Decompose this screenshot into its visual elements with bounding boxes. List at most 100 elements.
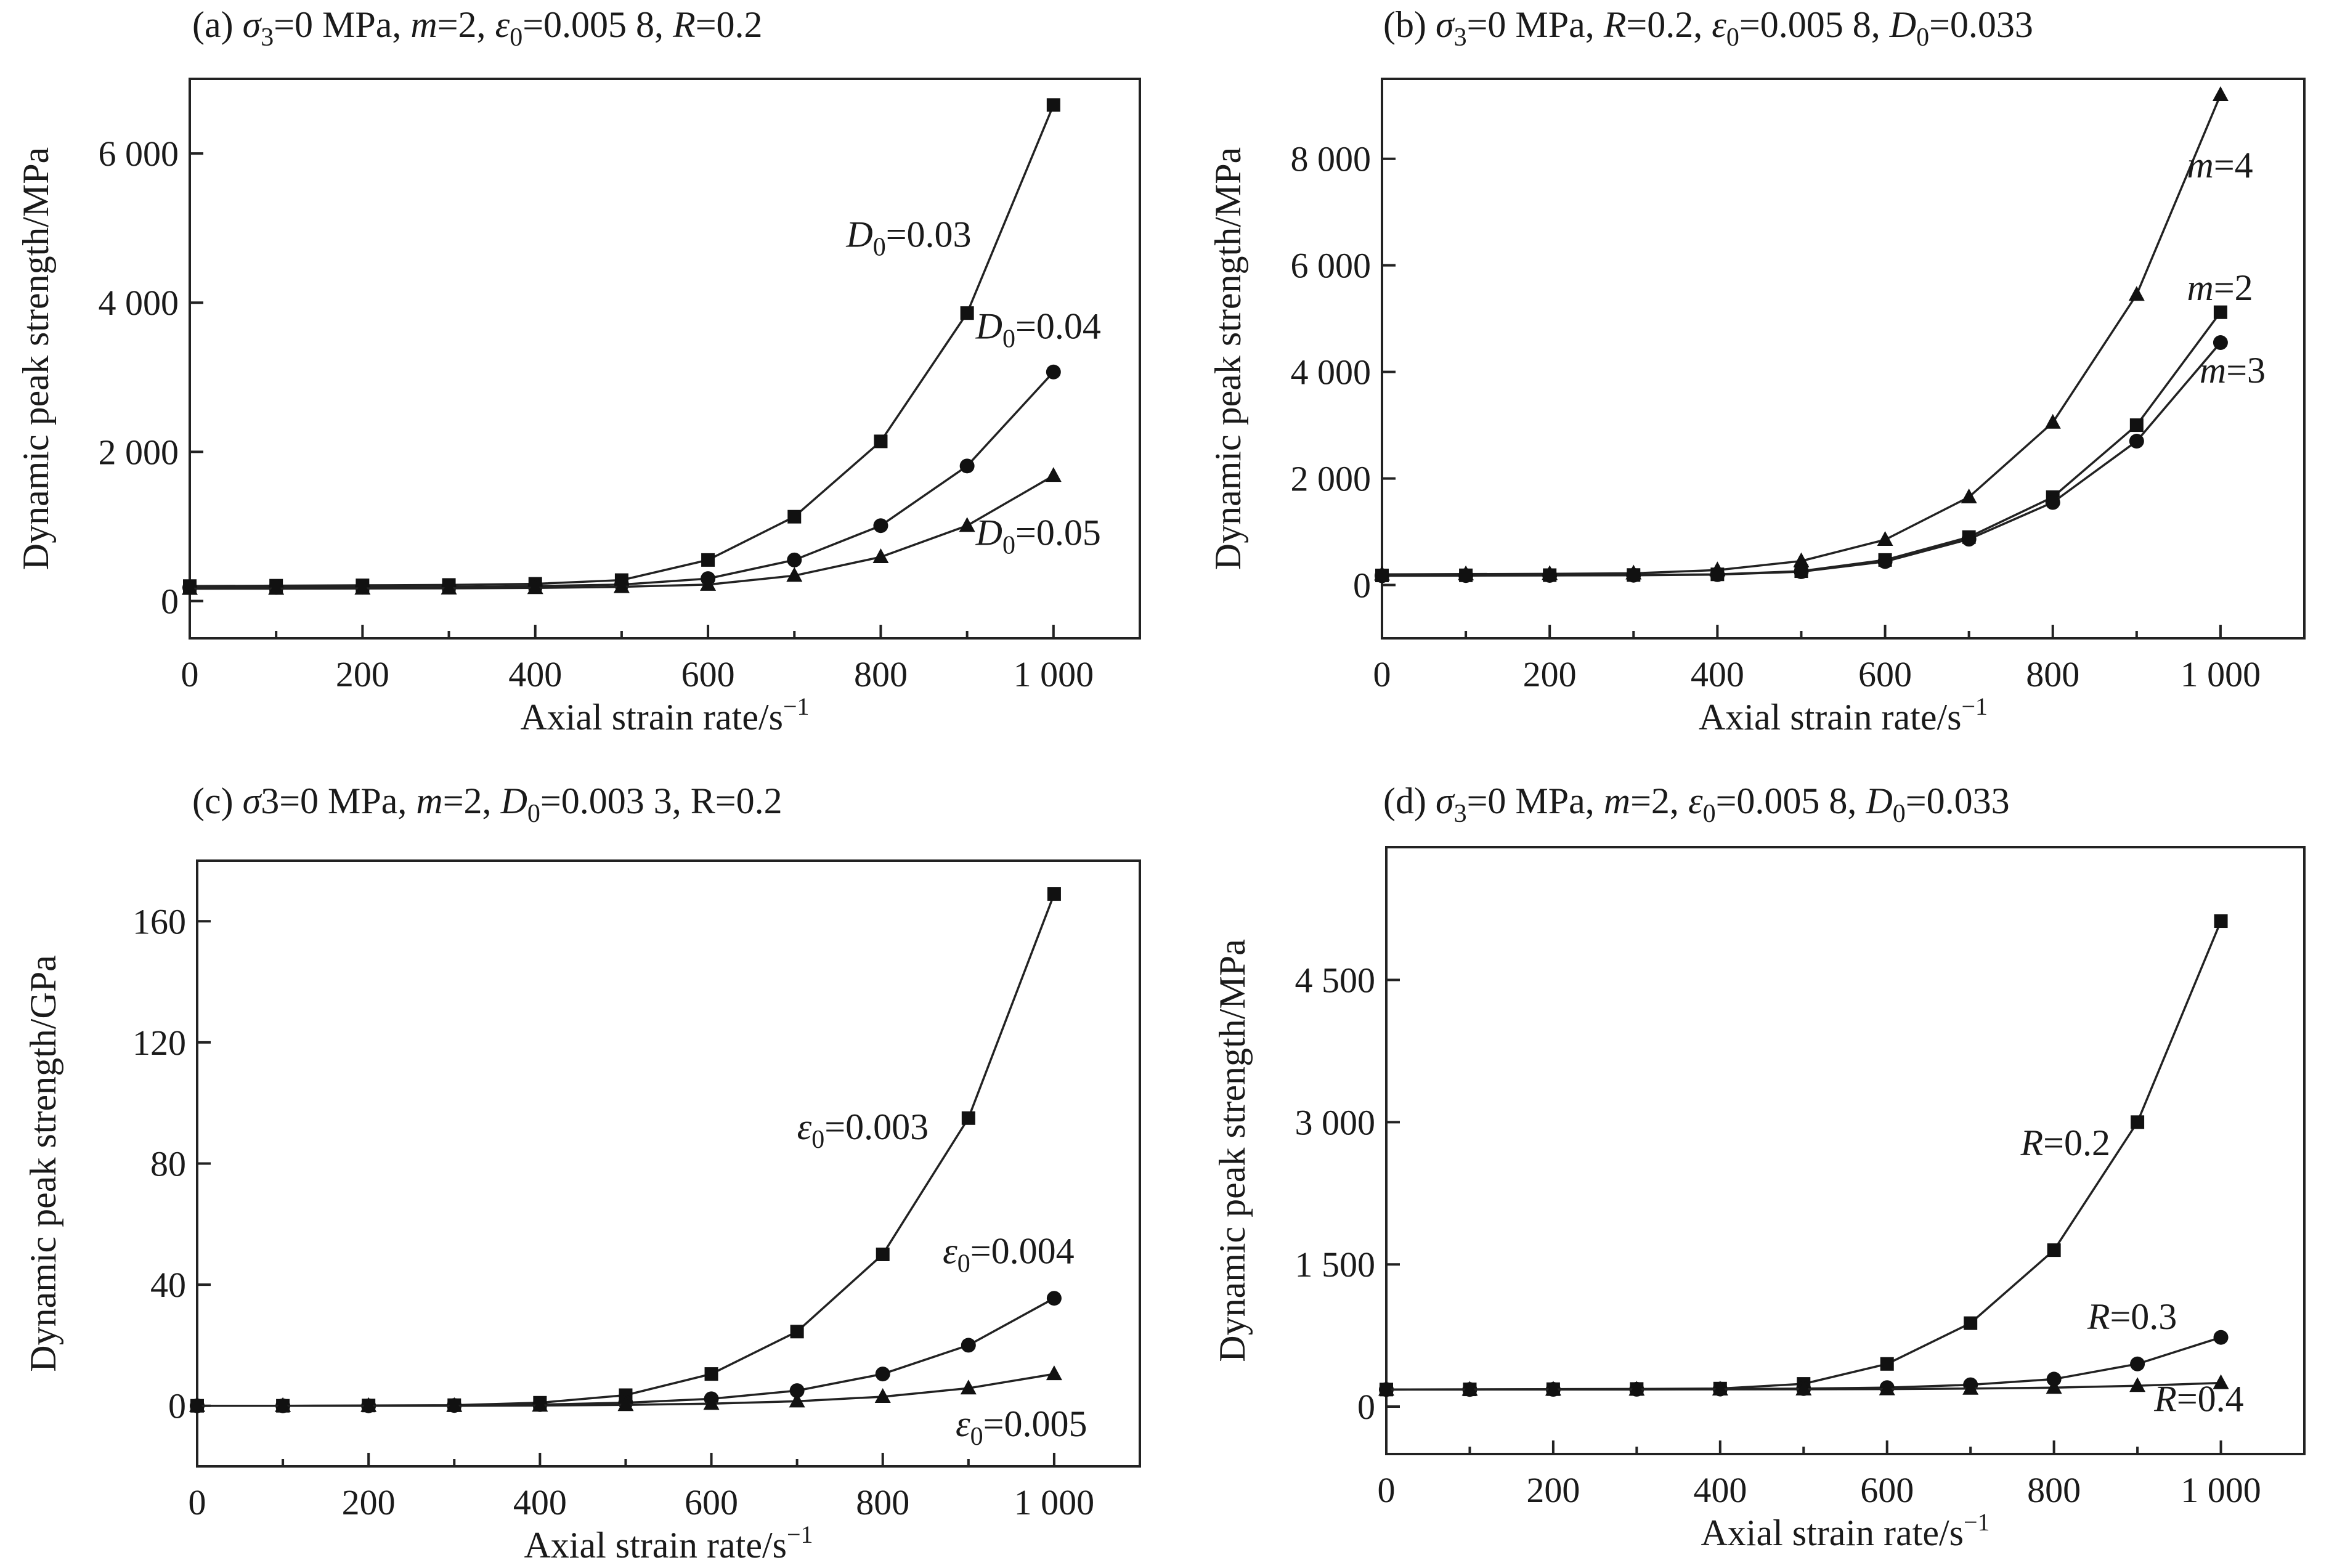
y-tick-label: 6 000 bbox=[99, 134, 179, 174]
y-tick-label: 8 000 bbox=[1291, 139, 1372, 179]
data-point-triangle bbox=[786, 567, 803, 582]
y-tick-label: 40 bbox=[150, 1265, 186, 1305]
data-point-triangle bbox=[532, 1397, 548, 1412]
data-point-square bbox=[874, 434, 888, 449]
x-tick-label: 400 bbox=[1691, 654, 1744, 694]
data-point-triangle bbox=[1795, 1380, 1812, 1395]
data-point-triangle bbox=[613, 578, 630, 593]
data-point-triangle bbox=[527, 579, 543, 595]
y-tick-label: 0 bbox=[168, 1386, 186, 1426]
x-axis-label: Axial strain rate/s−1 bbox=[1699, 693, 1988, 737]
data-point-circle bbox=[2129, 434, 2144, 449]
data-point-triangle bbox=[700, 575, 717, 591]
panel-title: (d) σ3=0 MPa, m=2, ε0=0.005 8, D0=0.033 bbox=[1383, 781, 2010, 828]
y-tick-label: 2 000 bbox=[1291, 459, 1372, 499]
data-point-square bbox=[1964, 1316, 1978, 1330]
y-tick-label: 160 bbox=[132, 901, 186, 941]
panel-title: (c) σ3=0 MPa, m=2, D0=0.003 3, R=0.2 bbox=[192, 781, 782, 828]
data-point-triangle bbox=[446, 1397, 463, 1412]
series-label: ε0=0.005 bbox=[956, 1403, 1087, 1451]
series-label: R=0.3 bbox=[2087, 1296, 2177, 1337]
x-tick-label: 1 000 bbox=[1014, 654, 1094, 694]
data-point-circle bbox=[1710, 567, 1725, 582]
data-point-circle bbox=[1046, 1291, 1062, 1306]
data-point-triangle bbox=[874, 1387, 891, 1403]
data-point-circle bbox=[1046, 364, 1061, 380]
data-point-triangle bbox=[1461, 1381, 1478, 1396]
series-line bbox=[1381, 94, 2222, 575]
data-point-circle bbox=[1877, 554, 1893, 569]
data-point-triangle bbox=[872, 548, 889, 564]
data-point-square bbox=[1047, 887, 1061, 901]
x-tick-label: 1 000 bbox=[2181, 1470, 2261, 1510]
data-point-triangle bbox=[441, 579, 457, 595]
data-point-triangle bbox=[1046, 1365, 1062, 1381]
y-tick-label: 3 000 bbox=[1295, 1102, 1376, 1142]
x-tick-label: 1 000 bbox=[2181, 654, 2261, 694]
x-tick-label: 800 bbox=[2026, 654, 2079, 694]
x-tick-label: 800 bbox=[2027, 1470, 2081, 1510]
data-point-triangle bbox=[1628, 1381, 1645, 1396]
series-line bbox=[1381, 311, 2222, 577]
series-circle bbox=[182, 364, 1061, 595]
y-axis-label: Dynamic peak strength/MPa bbox=[15, 147, 56, 571]
data-point-circle bbox=[1542, 567, 1558, 583]
y-tick-label: 4 500 bbox=[1295, 960, 1376, 1000]
x-tick-label: 800 bbox=[854, 654, 908, 694]
x-tick-label: 400 bbox=[508, 654, 562, 694]
plot-frame bbox=[1381, 78, 2306, 640]
data-point-triangle bbox=[360, 1397, 377, 1412]
series-circle bbox=[1375, 335, 2228, 583]
data-point-triangle bbox=[703, 1395, 720, 1410]
panel-c: (c) σ3=0 MPa, m=2, D0=0.003 3, R=0.2 0 200… bbox=[23, 781, 1141, 1566]
data-point-circle bbox=[1458, 568, 1474, 583]
data-point-square bbox=[704, 1367, 718, 1381]
data-point-triangle bbox=[182, 580, 198, 595]
data-point-circle bbox=[789, 1383, 805, 1399]
x-tick-label: 200 bbox=[1526, 1470, 1580, 1510]
series-line bbox=[189, 474, 1054, 590]
x-tick-label: 600 bbox=[681, 654, 735, 694]
series-label: m=2 bbox=[2187, 267, 2253, 308]
series-label: D0=0.04 bbox=[975, 306, 1101, 353]
data-point-triangle bbox=[2213, 1374, 2229, 1389]
series-label: D0=0.03 bbox=[845, 214, 971, 261]
x-tick-label: 0 bbox=[1373, 654, 1391, 694]
y-tick-label: 2 000 bbox=[99, 432, 179, 472]
series-triangle bbox=[1378, 1374, 2229, 1396]
y-tick-label: 4 000 bbox=[1291, 352, 1372, 392]
data-point-triangle bbox=[789, 1392, 805, 1408]
data-point-triangle bbox=[354, 580, 371, 595]
series-line bbox=[189, 104, 1055, 588]
data-point-triangle bbox=[2046, 1379, 2062, 1394]
y-tick-label: 4 000 bbox=[99, 283, 179, 323]
y-tick-label: 0 bbox=[161, 581, 179, 621]
data-point-circle bbox=[2045, 495, 2060, 510]
data-point-triangle bbox=[1712, 1381, 1728, 1396]
data-point-square bbox=[2047, 1243, 2061, 1257]
data-point-triangle bbox=[189, 1397, 205, 1412]
data-point-circle bbox=[1626, 567, 1641, 583]
data-point-square bbox=[1880, 1357, 1894, 1371]
series-triangle bbox=[1374, 86, 2229, 581]
data-point-triangle bbox=[2129, 1377, 2146, 1392]
y-tick-label: 120 bbox=[132, 1023, 186, 1063]
data-point-square bbox=[787, 510, 802, 524]
data-point-triangle bbox=[1793, 552, 1810, 567]
data-point-circle bbox=[787, 552, 802, 567]
data-point-circle bbox=[2213, 335, 2228, 351]
x-axis-label: Axial strain rate/s−1 bbox=[520, 693, 809, 737]
series-square bbox=[190, 887, 1061, 1413]
series-label: ε0=0.004 bbox=[943, 1231, 1075, 1278]
data-point-circle bbox=[1794, 564, 1809, 579]
x-tick-label: 200 bbox=[336, 654, 389, 694]
data-point-circle bbox=[1961, 532, 1977, 547]
data-point-triangle bbox=[1879, 1380, 1895, 1395]
x-tick-label: 0 bbox=[1378, 1470, 1396, 1510]
data-point-circle bbox=[2130, 1356, 2145, 1371]
data-point-circle bbox=[875, 1367, 890, 1382]
y-tick-label: 1 500 bbox=[1295, 1245, 1376, 1285]
data-point-circle bbox=[961, 1338, 976, 1353]
panel-b: (b) σ3=0 MPa, R=0.2, ε0=0.005 8, D0=0.03… bbox=[1208, 4, 2306, 737]
data-point-triangle bbox=[959, 517, 975, 532]
